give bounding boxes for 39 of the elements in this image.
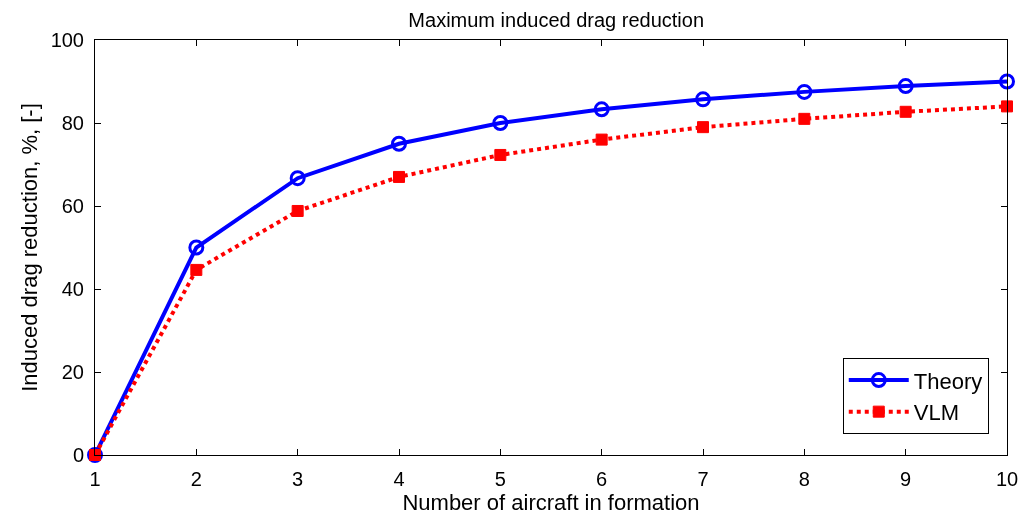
x-tick-label: 5 xyxy=(494,468,506,490)
point xyxy=(492,115,509,131)
point xyxy=(289,170,306,187)
x-tick-label: 9 xyxy=(900,468,912,490)
y-tick-label: 60 xyxy=(61,195,84,217)
y-tick-label: 100 xyxy=(50,29,84,51)
y-tick-label: 20 xyxy=(61,361,84,383)
point xyxy=(897,78,914,95)
point xyxy=(291,204,304,217)
x-tick-label: 4 xyxy=(393,468,405,490)
y-tick-label: 80 xyxy=(61,112,84,134)
point xyxy=(393,170,405,183)
x-tick-label: 7 xyxy=(697,468,709,490)
point xyxy=(899,105,912,118)
point xyxy=(595,133,608,146)
point xyxy=(593,101,610,118)
x-tick-label: 10 xyxy=(995,468,1019,490)
x-tick-label: 6 xyxy=(596,468,608,490)
point xyxy=(796,83,813,100)
point xyxy=(391,135,407,152)
x-tick-label: 8 xyxy=(798,468,810,490)
x-axis-title: Number of aircraft in formation xyxy=(402,490,700,515)
point xyxy=(190,263,203,276)
legend-label: VLM xyxy=(913,400,960,426)
x-tick-label: 2 xyxy=(190,468,202,490)
chart-title: Maximum induced drag reduction xyxy=(408,9,705,32)
point xyxy=(188,239,205,256)
x-tick-label: 3 xyxy=(292,468,304,490)
y-tick-label: 40 xyxy=(61,278,84,300)
y-axis-title: Induced drag reduction, %, [-] xyxy=(17,103,43,392)
point xyxy=(695,91,711,108)
point xyxy=(494,148,507,161)
y-tick-label: 0 xyxy=(72,444,84,466)
x-tick-label: 1 xyxy=(89,468,101,490)
point xyxy=(697,121,709,134)
point xyxy=(1001,100,1013,113)
legend-label: Theory xyxy=(913,368,983,394)
point xyxy=(798,112,811,125)
point xyxy=(999,73,1015,90)
